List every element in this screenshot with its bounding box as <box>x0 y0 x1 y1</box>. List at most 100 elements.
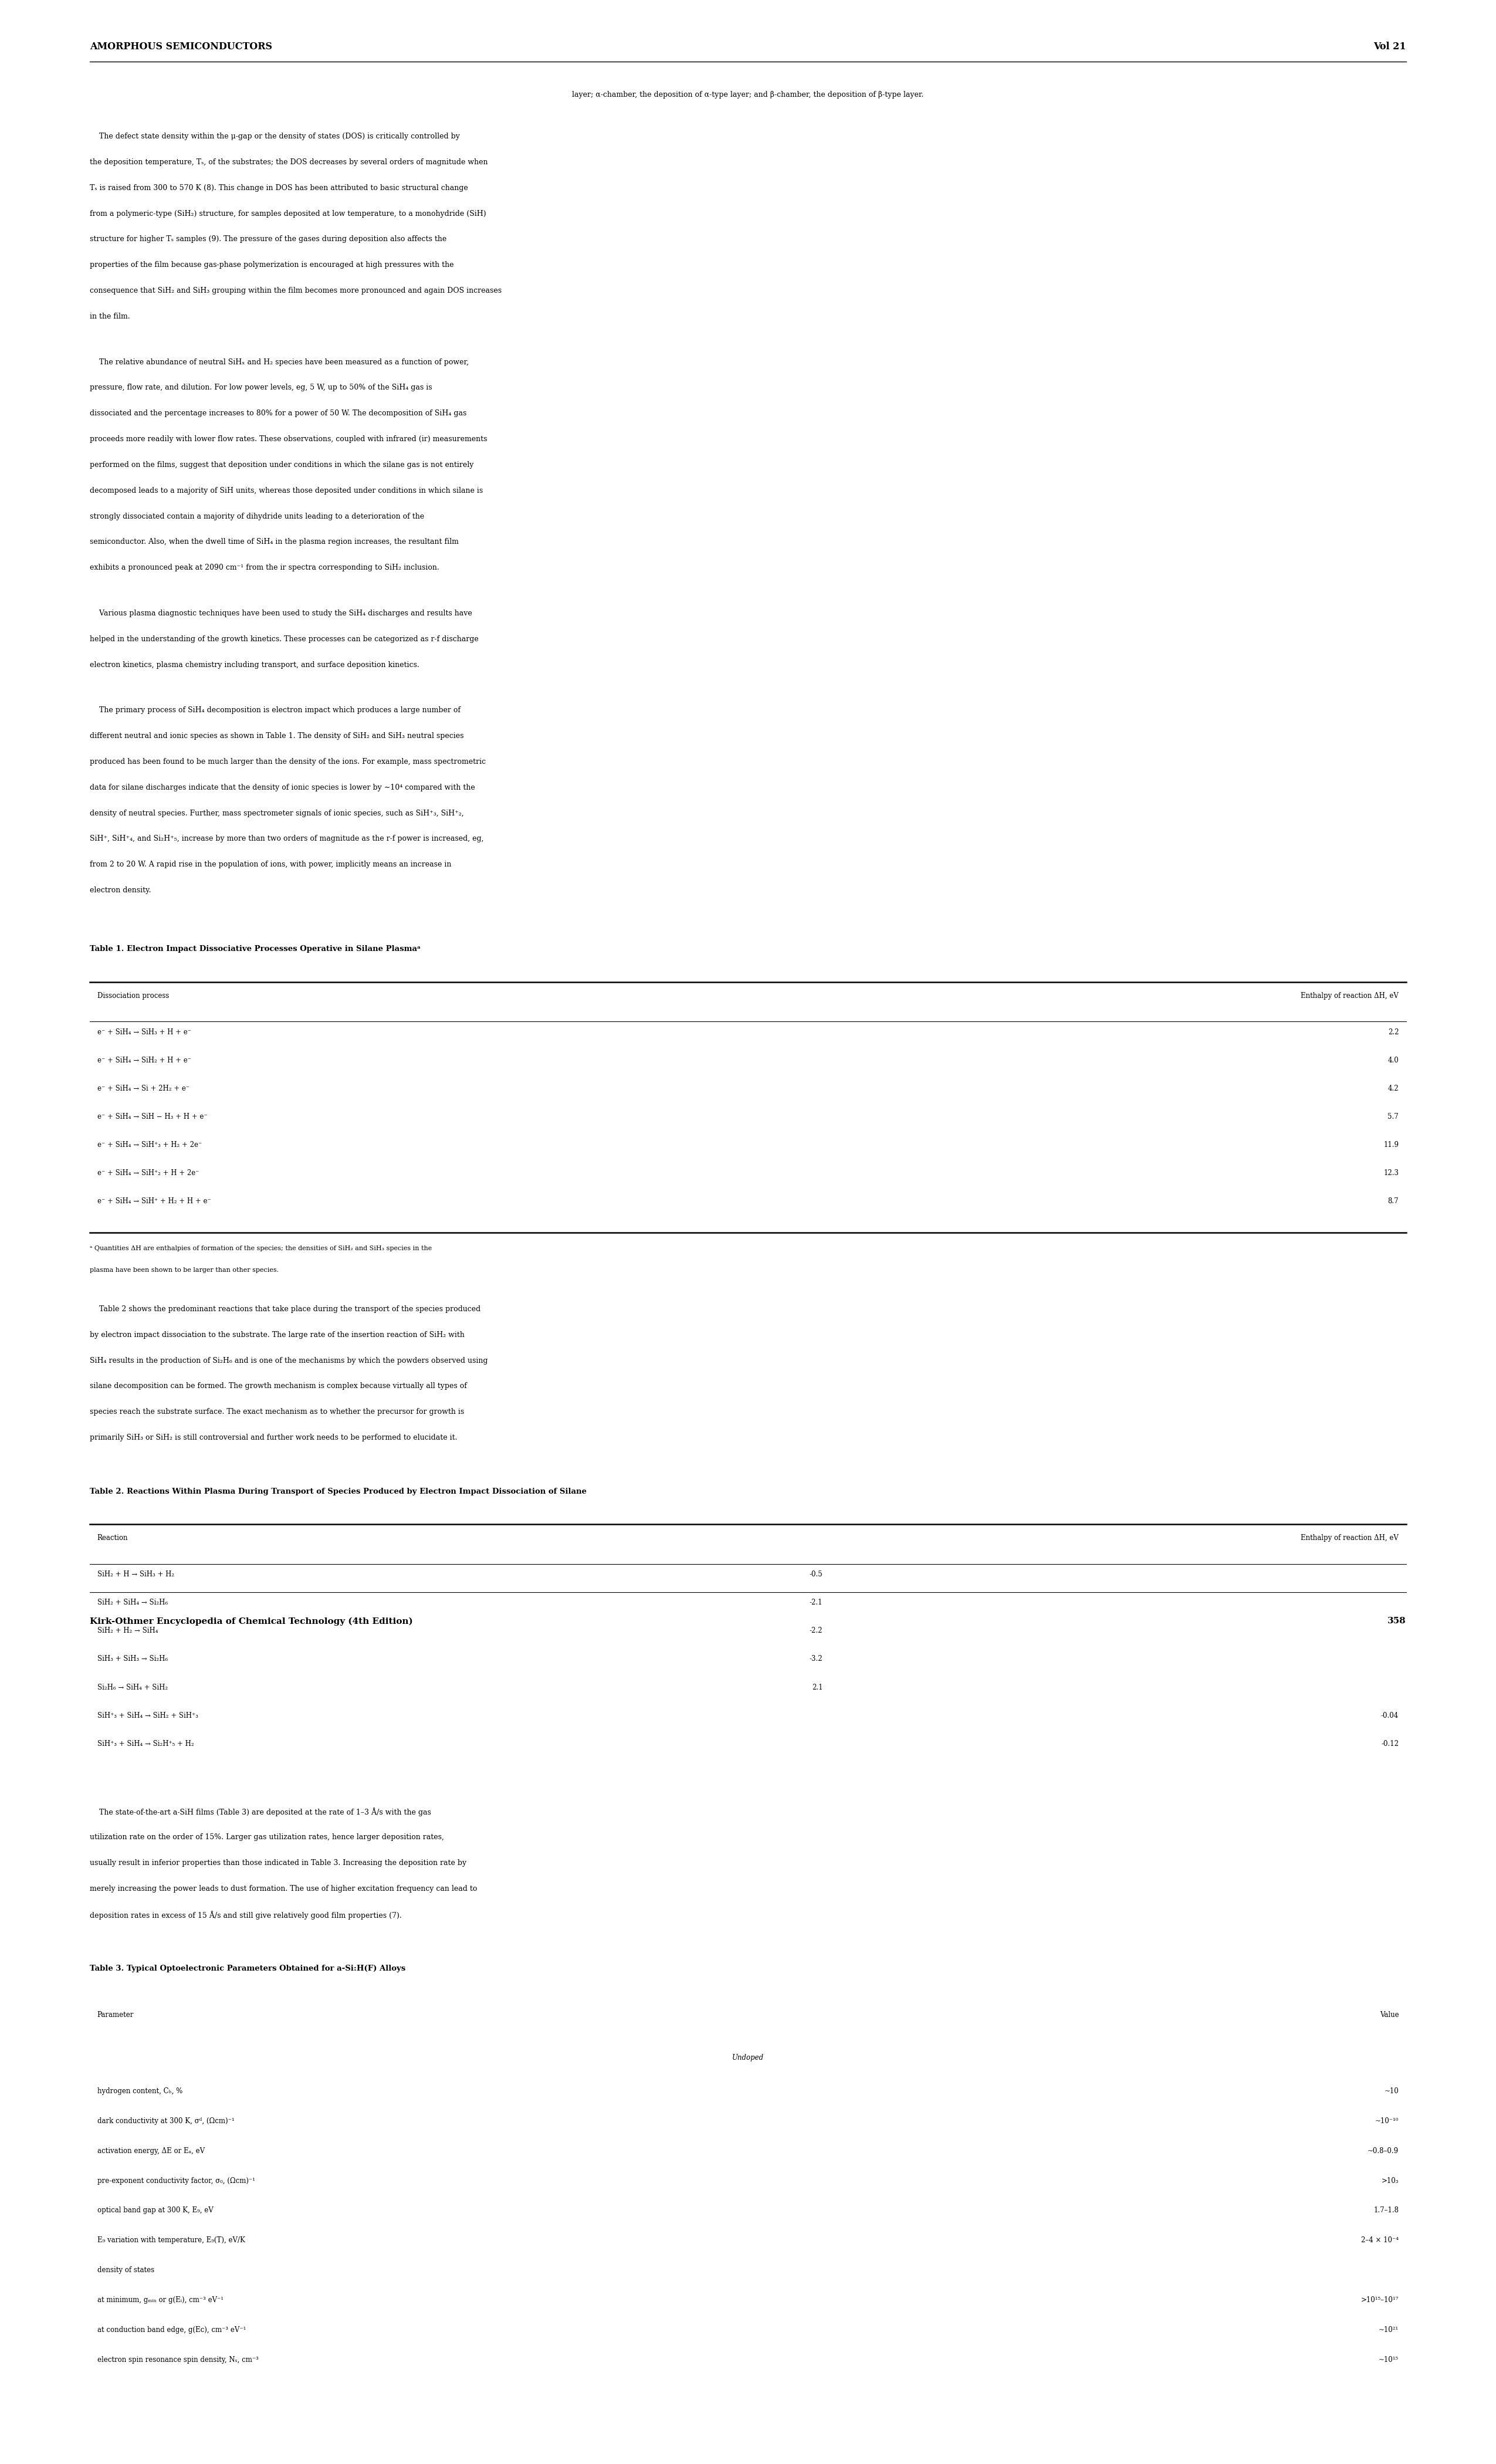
Text: AMORPHOUS SEMICONDUCTORS: AMORPHOUS SEMICONDUCTORS <box>90 42 272 52</box>
Text: SiH₄ results in the production of Si₂H₆ and is one of the mechanisms by which th: SiH₄ results in the production of Si₂H₆ … <box>90 1358 488 1365</box>
Text: SiH₂ + SiH₄ → Si₂H₆: SiH₂ + SiH₄ → Si₂H₆ <box>97 1599 168 1607</box>
Text: Undoped: Undoped <box>732 2055 764 2062</box>
Text: at minimum, gₘᵢₙ or g(Eᵢ), cm⁻³ eV⁻¹: at minimum, gₘᵢₙ or g(Eᵢ), cm⁻³ eV⁻¹ <box>97 2296 223 2304</box>
Text: from a polymeric-type (SiH₂) structure, for samples deposited at low temperature: from a polymeric-type (SiH₂) structure, … <box>90 209 486 217</box>
Text: 2.2: 2.2 <box>1388 1027 1399 1035</box>
Text: 2.1: 2.1 <box>812 1683 823 1690</box>
Text: decomposed leads to a majority of SiH units, whereas those deposited under condi: decomposed leads to a majority of SiH un… <box>90 488 483 495</box>
Text: data for silane discharges indicate that the density of ionic species is lower b: data for silane discharges indicate that… <box>90 784 476 791</box>
Text: the deposition temperature, Tₛ, of the substrates; the DOS decreases by several : the deposition temperature, Tₛ, of the s… <box>90 158 488 165</box>
Text: The state-of-the-art a-SiH films (Table 3) are deposited at the rate of 1–3 Å/s : The state-of-the-art a-SiH films (Table … <box>90 1809 431 1816</box>
Text: Table 1. Electron Impact Dissociative Processes Operative in Silane Plasmaᵃ: Table 1. Electron Impact Dissociative Pr… <box>90 946 420 954</box>
Text: semiconductor. Also, when the dwell time of SiH₄ in the plasma region increases,: semiconductor. Also, when the dwell time… <box>90 537 459 547</box>
Text: The relative abundance of neutral SiHₓ and H₂ species have been measured as a fu: The relative abundance of neutral SiHₓ a… <box>90 357 468 365</box>
Text: e⁻ + SiH₄ → SiH₂ + H + e⁻: e⁻ + SiH₄ → SiH₂ + H + e⁻ <box>97 1057 191 1064</box>
Text: -0.04: -0.04 <box>1381 1712 1399 1720</box>
Text: SiH⁺₃ + SiH₄ → SiH₂ + SiH⁺₃: SiH⁺₃ + SiH₄ → SiH₂ + SiH⁺₃ <box>97 1712 197 1720</box>
Text: strongly dissociated contain a majority of dihydride units leading to a deterior: strongly dissociated contain a majority … <box>90 513 425 520</box>
Text: -0.5: -0.5 <box>809 1570 823 1579</box>
Text: consequence that SiH₂ and SiH₃ grouping within the film becomes more pronounced : consequence that SiH₂ and SiH₃ grouping … <box>90 286 501 296</box>
Text: ~10²¹: ~10²¹ <box>1379 2326 1399 2333</box>
Text: 8.7: 8.7 <box>1388 1198 1399 1205</box>
Text: 4.0: 4.0 <box>1388 1057 1399 1064</box>
Text: Reaction: Reaction <box>97 1535 129 1542</box>
Text: >10₃: >10₃ <box>1381 2176 1399 2186</box>
Text: ~0.8–0.9: ~0.8–0.9 <box>1367 2146 1399 2154</box>
Text: e⁻ + SiH₄ → SiH⁺ + H₂ + H + e⁻: e⁻ + SiH₄ → SiH⁺ + H₂ + H + e⁻ <box>97 1198 211 1205</box>
Text: by electron impact dissociation to the substrate. The large rate of the insertio: by electron impact dissociation to the s… <box>90 1331 465 1338</box>
Text: helped in the understanding of the growth kinetics. These processes can be categ: helped in the understanding of the growt… <box>90 636 479 643</box>
Text: E₉ variation with temperature, E₉(T), eV/K: E₉ variation with temperature, E₉(T), eV… <box>97 2237 245 2245</box>
Text: Table 2. Reactions Within Plasma During Transport of Species Produced by Electro: Table 2. Reactions Within Plasma During … <box>90 1488 586 1496</box>
Text: e⁻ + SiH₄ → SiH₃ + H + e⁻: e⁻ + SiH₄ → SiH₃ + H + e⁻ <box>97 1027 191 1035</box>
Text: Enthalpy of reaction ΔH, eV: Enthalpy of reaction ΔH, eV <box>1302 993 1399 1000</box>
Text: ~10¹⁵: ~10¹⁵ <box>1379 2356 1399 2363</box>
Text: proceeds more readily with lower flow rates. These observations, coupled with in: proceeds more readily with lower flow ra… <box>90 436 488 444</box>
Text: deposition rates in excess of 15 Å/s and still give relatively good film propert: deposition rates in excess of 15 Å/s and… <box>90 1910 402 1919</box>
Text: electron spin resonance spin density, Nₛ, cm⁻³: electron spin resonance spin density, Nₛ… <box>97 2356 259 2363</box>
Text: merely increasing the power leads to dust formation. The use of higher excitatio: merely increasing the power leads to dus… <box>90 1885 477 1892</box>
Text: different neutral and ionic species as shown in Table 1. The density of SiH₂ and: different neutral and ionic species as s… <box>90 732 464 739</box>
Text: ~10: ~10 <box>1384 2087 1399 2094</box>
Text: Parameter: Parameter <box>97 2011 133 2018</box>
Text: SiH⁺₃ + SiH₄ → Si₂H⁺₅ + H₂: SiH⁺₃ + SiH₄ → Si₂H⁺₅ + H₂ <box>97 1740 194 1747</box>
Text: Various plasma diagnostic techniques have been used to study the SiH₄ discharges: Various plasma diagnostic techniques hav… <box>90 609 473 616</box>
Text: pre-exponent conductivity factor, σ₀, (Ωcm)⁻¹: pre-exponent conductivity factor, σ₀, (Ω… <box>97 2176 254 2186</box>
Text: Enthalpy of reaction ΔH, eV: Enthalpy of reaction ΔH, eV <box>1302 1535 1399 1542</box>
Text: density of neutral species. Further, mass spectrometer signals of ionic species,: density of neutral species. Further, mas… <box>90 808 464 818</box>
Text: optical band gap at 300 K, E₉, eV: optical band gap at 300 K, E₉, eV <box>97 2208 214 2215</box>
Text: properties of the film because gas-phase polymerization is encouraged at high pr: properties of the film because gas-phase… <box>90 261 453 269</box>
Text: Value: Value <box>1379 2011 1399 2018</box>
Text: performed on the films, suggest that deposition under conditions in which the si: performed on the films, suggest that dep… <box>90 461 474 468</box>
Text: usually result in inferior properties than those indicated in Table 3. Increasin: usually result in inferior properties th… <box>90 1860 467 1868</box>
Text: e⁻ + SiH₄ → Si + 2H₂ + e⁻: e⁻ + SiH₄ → Si + 2H₂ + e⁻ <box>97 1084 190 1092</box>
Text: electron density.: electron density. <box>90 887 151 894</box>
Text: structure for higher Tₛ samples (9). The pressure of the gases during deposition: structure for higher Tₛ samples (9). The… <box>90 237 447 244</box>
Text: produced has been found to be much larger than the density of the ions. For exam: produced has been found to be much large… <box>90 759 486 766</box>
Text: density of states: density of states <box>97 2267 154 2274</box>
Text: SiH₂ + H₂ → SiH₄: SiH₂ + H₂ → SiH₄ <box>97 1626 159 1634</box>
Text: Kirk-Othmer Encyclopedia of Chemical Technology (4th Edition): Kirk-Othmer Encyclopedia of Chemical Tec… <box>90 1616 413 1626</box>
Text: -0.12: -0.12 <box>1381 1740 1399 1747</box>
Text: from 2 to 20 W. A rapid rise in the population of ions, with power, implicitly m: from 2 to 20 W. A rapid rise in the popu… <box>90 860 452 867</box>
Text: pressure, flow rate, and dilution. For low power levels, eg, 5 W, up to 50% of t: pressure, flow rate, and dilution. For l… <box>90 384 432 392</box>
Text: at conduction band edge, g(Eᴄ), cm⁻³ eV⁻¹: at conduction band edge, g(Eᴄ), cm⁻³ eV⁻… <box>97 2326 245 2333</box>
Text: electron kinetics, plasma chemistry including transport, and surface deposition : electron kinetics, plasma chemistry incl… <box>90 660 419 668</box>
Text: SiH₃ + SiH₃ → Si₂H₆: SiH₃ + SiH₃ → Si₂H₆ <box>97 1656 168 1663</box>
Text: layer; α-chamber, the deposition of α-type layer; and β-chamber, the deposition : layer; α-chamber, the deposition of α-ty… <box>571 91 925 99</box>
Text: The primary process of SiH₄ decomposition is electron impact which produces a la: The primary process of SiH₄ decompositio… <box>90 707 461 715</box>
Text: e⁻ + SiH₄ → SiH − H₃ + H + e⁻: e⁻ + SiH₄ → SiH − H₃ + H + e⁻ <box>97 1114 208 1121</box>
Text: Si₂H₆ → SiH₄ + SiH₂: Si₂H₆ → SiH₄ + SiH₂ <box>97 1683 168 1690</box>
Text: SiH⁺, SiH⁺₄, and Si₂H⁺₅, increase by more than two orders of magnitude as the r-: SiH⁺, SiH⁺₄, and Si₂H⁺₅, increase by mor… <box>90 835 483 843</box>
Text: Vol 21: Vol 21 <box>1373 42 1406 52</box>
Text: Table 2 shows the predominant reactions that take place during the transport of : Table 2 shows the predominant reactions … <box>90 1306 480 1313</box>
Text: The defect state density within the μ-gap or the density of states (DOS) is crit: The defect state density within the μ-ga… <box>90 133 459 140</box>
Text: 4.2: 4.2 <box>1388 1084 1399 1092</box>
Text: 5.7: 5.7 <box>1388 1114 1399 1121</box>
Text: >10¹⁵–10¹⁷: >10¹⁵–10¹⁷ <box>1361 2296 1399 2304</box>
Text: 12.3: 12.3 <box>1384 1170 1399 1178</box>
Text: e⁻ + SiH₄ → SiH⁺₂ + H + 2e⁻: e⁻ + SiH₄ → SiH⁺₂ + H + 2e⁻ <box>97 1170 199 1178</box>
Text: 1.7–1.8: 1.7–1.8 <box>1373 2208 1399 2215</box>
Text: 11.9: 11.9 <box>1384 1141 1399 1148</box>
Text: Dissociation process: Dissociation process <box>97 993 169 1000</box>
Text: ᵃ Quantities ΔH are enthalpies of formation of the species; the densities of SiH: ᵃ Quantities ΔH are enthalpies of format… <box>90 1247 432 1252</box>
Text: in the film.: in the film. <box>90 313 130 320</box>
Text: plasma have been shown to be larger than other species.: plasma have been shown to be larger than… <box>90 1266 278 1274</box>
Text: Tₛ is raised from 300 to 570 K (8). This change in DOS has been attributed to ba: Tₛ is raised from 300 to 570 K (8). This… <box>90 185 468 192</box>
Text: dark conductivity at 300 K, σᵈ, (Ωcm)⁻¹: dark conductivity at 300 K, σᵈ, (Ωcm)⁻¹ <box>97 2117 235 2124</box>
Text: 358: 358 <box>1388 1616 1406 1626</box>
Text: species reach the substrate surface. The exact mechanism as to whether the precu: species reach the substrate surface. The… <box>90 1407 464 1417</box>
Text: ~10⁻¹⁰: ~10⁻¹⁰ <box>1375 2117 1399 2124</box>
Text: -2.1: -2.1 <box>809 1599 823 1607</box>
Text: dissociated and the percentage increases to 80% for a power of 50 W. The decompo: dissociated and the percentage increases… <box>90 409 467 416</box>
Text: utilization rate on the order of 15%. Larger gas utilization rates, hence larger: utilization rate on the order of 15%. La… <box>90 1833 444 1841</box>
Text: activation energy, ΔE or Eₐ, eV: activation energy, ΔE or Eₐ, eV <box>97 2146 205 2154</box>
Text: Table 3. Typical Optoelectronic Parameters Obtained for a-Si:H(F) Alloys: Table 3. Typical Optoelectronic Paramete… <box>90 1964 405 1971</box>
Text: SiH₂ + H → SiH₃ + H₂: SiH₂ + H → SiH₃ + H₂ <box>97 1570 174 1579</box>
Text: -3.2: -3.2 <box>809 1656 823 1663</box>
Text: exhibits a pronounced peak at 2090 cm⁻¹ from the ir spectra corresponding to SiH: exhibits a pronounced peak at 2090 cm⁻¹ … <box>90 564 440 572</box>
Text: silane decomposition can be formed. The growth mechanism is complex because virt: silane decomposition can be formed. The … <box>90 1382 467 1390</box>
Text: hydrogen content, Cₕ, %: hydrogen content, Cₕ, % <box>97 2087 183 2094</box>
Text: -2.2: -2.2 <box>809 1626 823 1634</box>
